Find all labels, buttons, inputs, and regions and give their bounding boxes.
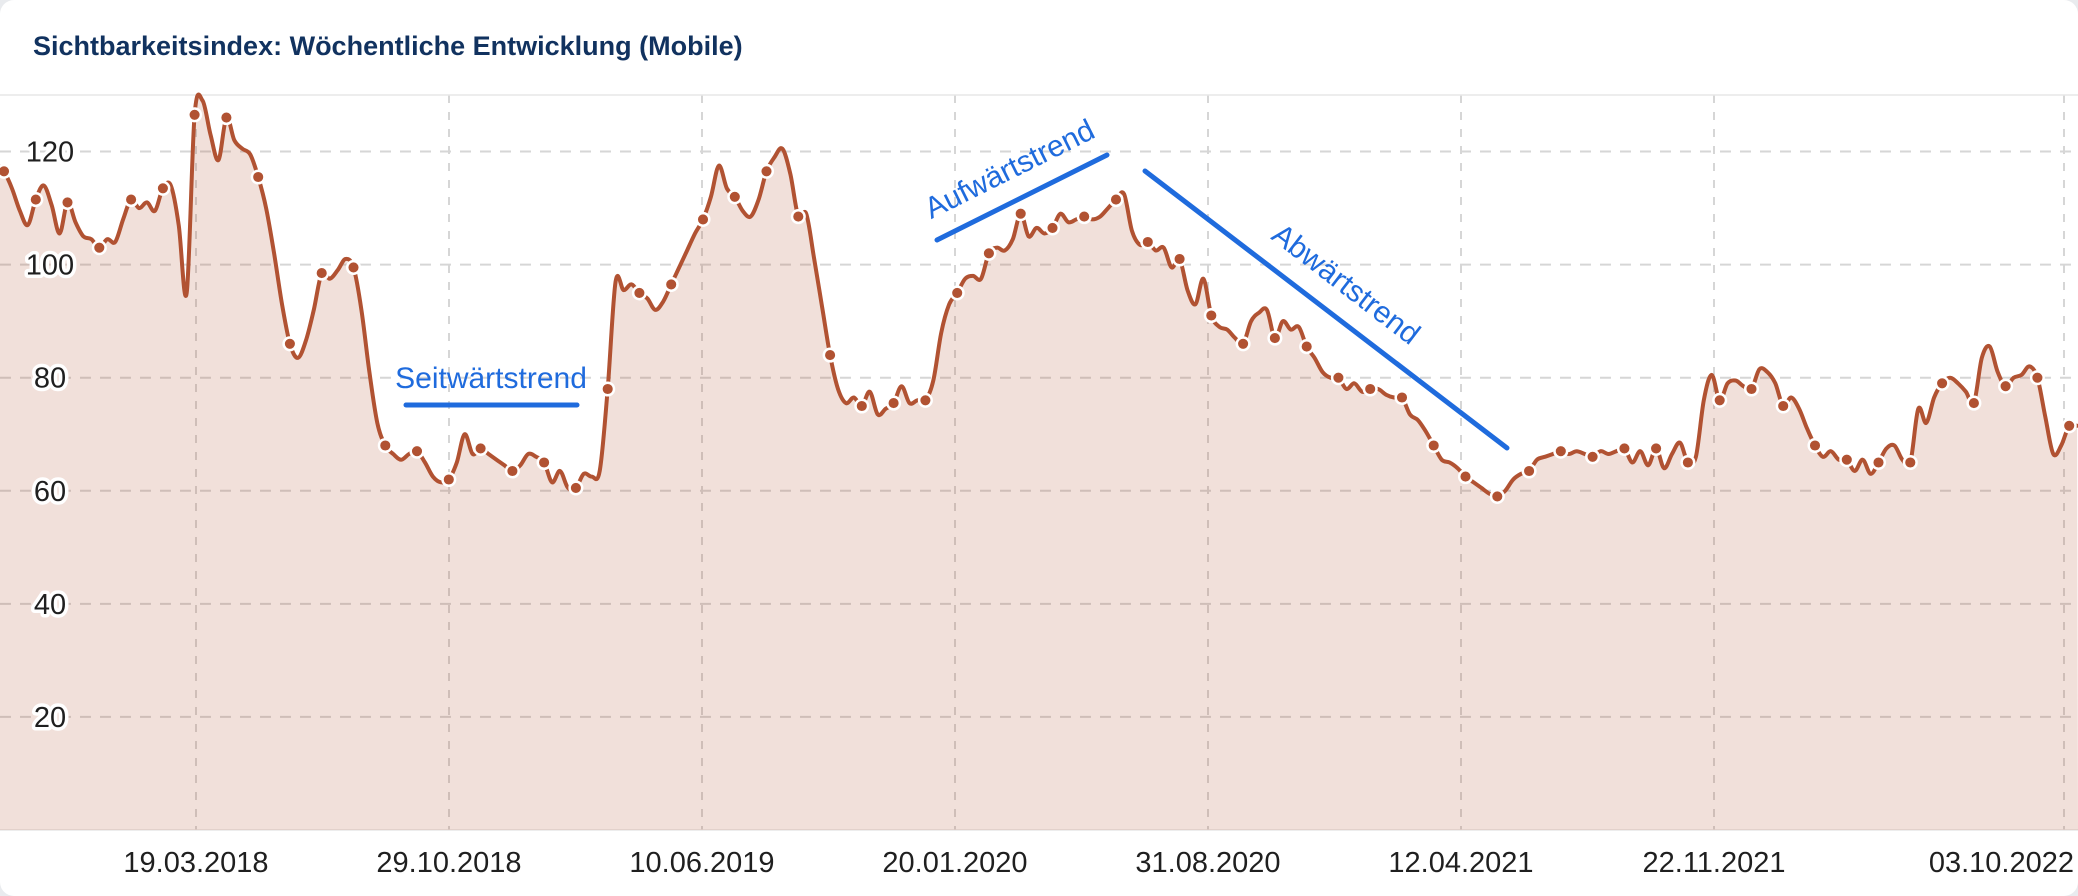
data-point-marker[interactable] [1902,454,1918,471]
data-point-marker[interactable] [1235,336,1251,352]
y-tick-label: 100 [26,250,74,282]
data-point-marker[interactable] [123,192,139,208]
y-tick-label: 40 [34,589,66,621]
y-tick-label: 60 [34,476,66,508]
x-tick-label: 29.10.2018 [376,847,521,879]
data-point-marker[interactable] [1934,375,1950,391]
data-point-marker[interactable] [187,107,203,123]
data-point-marker[interactable] [695,211,711,227]
data-point-marker[interactable] [250,169,266,185]
series-line [0,92,2078,499]
x-tick-label: 20.01.2020 [882,847,1027,879]
data-point-marker[interactable] [886,395,902,411]
data-point-marker[interactable] [727,189,743,205]
data-point-marker[interactable] [1998,378,2014,394]
data-point-marker[interactable] [1966,395,1982,411]
data-point-marker[interactable] [536,454,552,471]
data-point-marker[interactable] [1362,381,1378,397]
data-point-marker[interactable] [822,347,838,363]
data-point-marker[interactable] [917,392,933,408]
data-point-marker[interactable] [1330,370,1346,386]
trend-line [1142,168,1510,451]
data-point-marker[interactable] [409,443,425,459]
data-point-marker[interactable] [790,209,806,225]
data-point-marker[interactable] [155,180,171,196]
data-point-marker[interactable] [473,440,489,456]
data-point-marker[interactable] [1680,454,1696,471]
data-point-marker[interactable] [91,240,107,256]
trend-line [934,152,1110,243]
data-point-marker[interactable] [568,480,584,496]
data-point-marker[interactable] [1267,330,1283,346]
data-point-marker[interactable] [1870,454,1887,471]
data-point-marker[interactable] [1521,463,1537,479]
y-tick-label: 120 [26,137,74,169]
data-point-marker[interactable] [314,265,330,281]
data-point-marker[interactable] [1457,469,1474,485]
trend-label: Seitwärtstrend [395,362,587,395]
data-point-marker[interactable] [981,245,997,261]
chart-title: Sichtbarkeitsindex: Wöchentliche Entwick… [33,31,743,61]
x-tick-label: 10.06.2019 [629,847,774,879]
y-tick-label: 20 [34,702,66,734]
data-point-marker[interactable] [1203,307,1219,324]
data-point-marker[interactable] [2029,370,2045,386]
data-point-marker[interactable] [441,471,457,488]
data-point-marker[interactable] [345,259,362,275]
data-point-marker[interactable] [1553,443,1569,459]
series-area-fill [0,94,2078,830]
data-point-marker[interactable] [1648,440,1664,456]
data-point-marker[interactable] [854,398,870,414]
x-tick-label: 03.10.2022 [1929,847,2074,879]
y-tick-label: 80 [34,363,66,395]
data-point-marker[interactable] [1585,449,1601,465]
data-point-marker[interactable] [218,110,234,126]
data-point-marker[interactable] [28,192,44,208]
data-point-marker[interactable] [1807,437,1823,454]
x-tick-label: 31.08.2020 [1135,847,1280,879]
x-tick-label: 19.03.2018 [123,847,268,879]
data-point-marker[interactable] [1426,437,1442,454]
data-point-marker[interactable] [1489,488,1505,504]
data-point-marker[interactable] [0,163,12,179]
data-point-marker[interactable] [1044,220,1061,236]
data-point-marker[interactable] [1299,339,1315,355]
data-point-marker[interactable] [1108,192,1124,208]
data-point-marker[interactable] [949,285,965,301]
data-point-marker[interactable] [2061,418,2077,434]
data-point-marker[interactable] [1140,234,1156,250]
data-point-marker[interactable] [1616,440,1632,456]
data-point-marker[interactable] [1775,398,1791,414]
data-point-marker[interactable] [1394,389,1410,406]
x-tick-label: 22.11.2021 [1643,847,1786,879]
data-point-marker[interactable] [59,194,76,210]
data-point-marker[interactable] [663,276,679,292]
data-point-marker[interactable] [1013,206,1029,222]
data-point-marker[interactable] [758,163,775,179]
data-point-marker[interactable] [1172,251,1188,267]
data-point-marker[interactable] [1743,381,1760,397]
data-point-marker[interactable] [504,463,520,479]
data-point-marker[interactable] [600,381,616,397]
data-point-marker[interactable] [377,437,393,454]
data-point-marker[interactable] [631,285,647,301]
data-point-marker[interactable] [1712,392,1728,408]
data-point-marker[interactable] [1839,452,1855,468]
data-point-marker[interactable] [1076,209,1092,225]
data-point-marker[interactable] [282,336,298,352]
x-tick-label: 12.04.2021 [1388,847,1533,879]
